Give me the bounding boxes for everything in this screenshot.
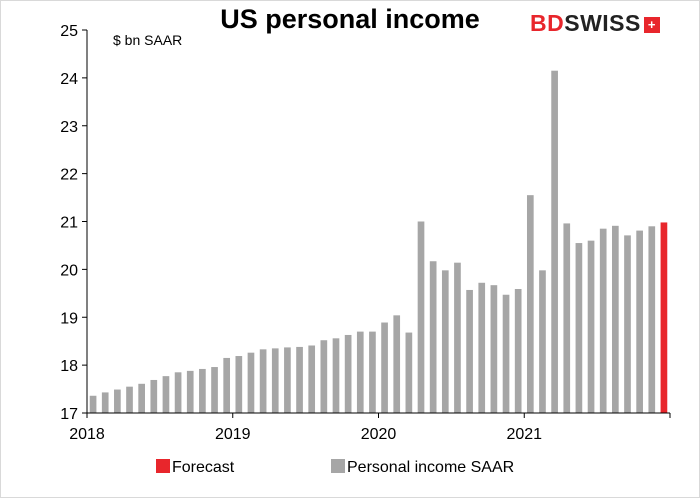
- bar-personal-income-saar: [320, 340, 328, 413]
- bar-personal-income-saar: [101, 392, 109, 413]
- bar-personal-income-saar: [587, 240, 595, 413]
- bar-forecast: [660, 222, 668, 413]
- y-tick-label: 23: [60, 119, 78, 136]
- y-tick-label: 21: [60, 215, 78, 232]
- legend-forecast-swatch: [156, 459, 170, 473]
- bar-personal-income-saar: [296, 346, 303, 413]
- bar-personal-income-saar: [186, 370, 194, 413]
- bar-personal-income-saar: [393, 315, 401, 413]
- y-tick-label: 19: [60, 310, 78, 327]
- bar-personal-income-saar: [381, 322, 388, 413]
- bar-personal-income-saar: [344, 334, 352, 413]
- bar-personal-income-saar: [648, 226, 656, 413]
- bar-personal-income-saar: [612, 225, 619, 413]
- bar-personal-income-saar: [417, 221, 425, 413]
- bar-personal-income-saar: [162, 376, 170, 413]
- bar-personal-income-saar: [126, 386, 133, 413]
- swiss-flag-icon: +: [643, 17, 660, 33]
- x-tick-label: 2018: [69, 426, 105, 443]
- bar-personal-income-saar: [539, 270, 546, 413]
- bar-personal-income-saar: [150, 379, 158, 413]
- x-tick-label: 2021: [506, 426, 542, 443]
- y-tick-label: 18: [60, 358, 78, 375]
- legend-personal-income-swatch: [331, 459, 345, 473]
- bar-personal-income-saar: [271, 348, 279, 413]
- bar-personal-income-saar: [599, 228, 607, 413]
- bar-personal-income-saar: [259, 349, 267, 413]
- logo-text-swiss: SWISS: [564, 10, 641, 36]
- bar-personal-income-saar: [575, 243, 583, 413]
- bar-personal-income-saar: [308, 345, 316, 413]
- bar-personal-income-saar: [89, 395, 97, 413]
- bar-personal-income-saar: [514, 289, 522, 413]
- bar-personal-income-saar: [174, 372, 182, 413]
- bar-personal-income-saar: [332, 338, 340, 413]
- y-ticks: 17 18 19 20 21 22 23 24 25: [60, 23, 87, 423]
- bar-personal-income-saar: [284, 347, 291, 413]
- bar-personal-income-saar: [356, 331, 364, 413]
- y-tick-label: 22: [60, 167, 78, 184]
- bar-personal-income-saar: [624, 235, 631, 413]
- bar-personal-income-saar: [466, 289, 473, 413]
- bar-personal-income-saar: [369, 331, 376, 413]
- bar-personal-income-saar: [211, 367, 218, 413]
- x-tick-label: 2020: [361, 426, 397, 443]
- bar-personal-income-saar: [223, 357, 231, 413]
- logo-text-bd: BD: [530, 10, 565, 36]
- bar-personal-income-saar: [502, 294, 510, 413]
- chart-title: US personal income: [220, 4, 480, 34]
- legend-forecast-label: Forecast: [172, 459, 235, 476]
- legend-personal-income-label: Personal income SAAR: [347, 459, 514, 476]
- y-tick-label: 17: [60, 406, 78, 423]
- bar-personal-income-saar: [563, 223, 571, 413]
- bar-personal-income-saar: [551, 70, 558, 413]
- y-tick-label: 20: [60, 262, 78, 279]
- bar-personal-income-saar: [138, 383, 145, 413]
- bar-personal-income-saar: [429, 261, 437, 413]
- y-tick-label: 25: [60, 23, 78, 40]
- bar-personal-income-saar: [114, 389, 121, 413]
- bar-personal-income-saar: [235, 356, 243, 413]
- bar-personal-income-saar: [526, 195, 534, 413]
- y-tick-label: 24: [60, 71, 78, 88]
- bars-group: [89, 70, 668, 413]
- bar-personal-income-saar: [199, 368, 206, 413]
- bar-personal-income-saar: [441, 270, 449, 413]
- brand-logo: BDSWISS +: [530, 10, 660, 37]
- x-tick-label: 2019: [215, 426, 251, 443]
- bar-personal-income-saar: [405, 332, 413, 413]
- bar-personal-income-saar: [247, 352, 255, 413]
- bar-personal-income-saar: [490, 285, 498, 413]
- bar-personal-income-saar: [478, 282, 486, 413]
- x-ticks: 2018 2019 2020 2021: [69, 413, 671, 443]
- bar-personal-income-saar: [636, 230, 643, 413]
- bar-personal-income-saar: [454, 262, 461, 413]
- unit-label: $ bn SAAR: [113, 32, 182, 48]
